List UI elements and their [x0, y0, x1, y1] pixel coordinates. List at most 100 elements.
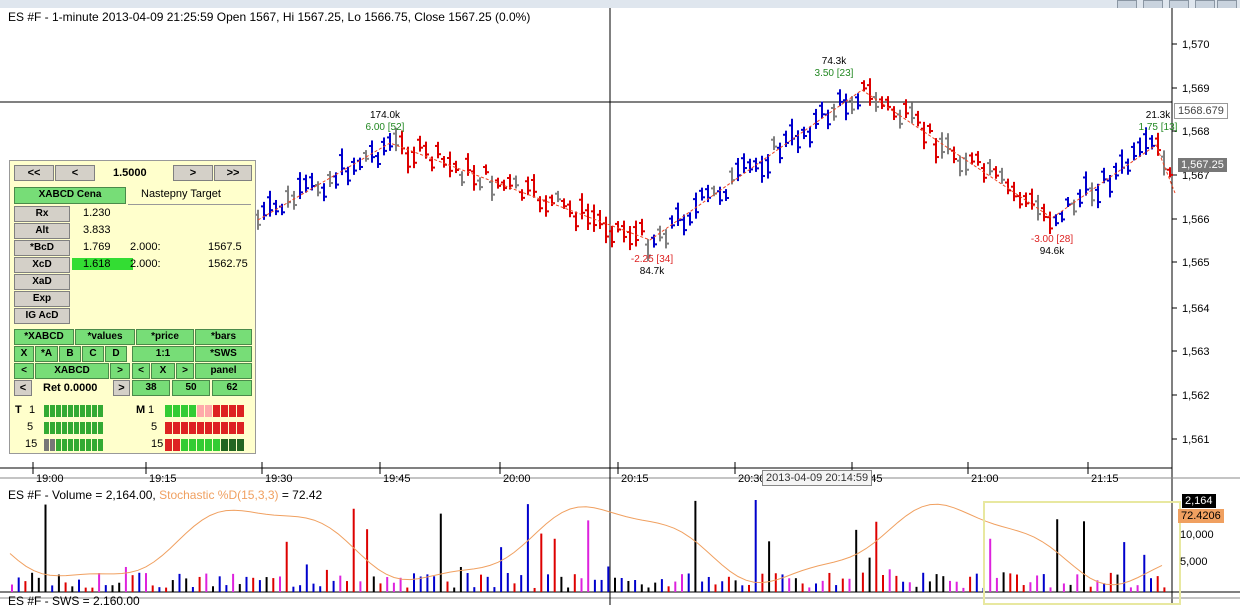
trend-meter [44, 422, 103, 434]
row-target: 1567.5 [208, 241, 242, 253]
meter-cell [86, 439, 91, 451]
ret-value: Ret 0.0000 [43, 382, 98, 394]
trend-meter [44, 405, 103, 417]
meter-cell [62, 439, 67, 451]
price-toggle-button[interactable]: *price [136, 329, 194, 345]
c-point-button[interactable]: C [82, 346, 104, 362]
meter-cell [44, 422, 49, 434]
price-ytick-label: 1,562 [1182, 390, 1210, 402]
d-point-button[interactable]: D [105, 346, 127, 362]
meter-cell [86, 405, 91, 417]
meter-cell [229, 422, 236, 434]
swing-volume-label: 174.0k [370, 110, 401, 121]
price-chart-title: ES #F - 1-minute 2013-04-09 21:25:59 Ope… [8, 10, 530, 24]
meter-cell [92, 422, 97, 434]
time-tick-label: 21:15 [1091, 473, 1119, 485]
meter-cell [165, 422, 172, 434]
xabcd-toggle-button[interactable]: *XABCD [14, 329, 74, 345]
meter-cell [80, 439, 85, 451]
stochastic-line [9, 503, 1163, 586]
row-target: 1562.75 [208, 258, 248, 270]
tab-underline [128, 204, 251, 205]
meter-cell [50, 405, 55, 417]
price-y-ticks: 1,570 1,569 1,568 1,567 1,566 1,565 1,564 1,563… [1172, 39, 1210, 446]
meter-cell [98, 439, 103, 451]
meter-cell [213, 422, 220, 434]
sws-title: ES #F - SWS = 2,160.00 [8, 594, 140, 605]
row-label-igacd[interactable]: IG AcD [14, 308, 70, 324]
price-ytick-label: 1,567 [1182, 170, 1210, 182]
meter-cell [62, 422, 67, 434]
meter-cell [68, 405, 73, 417]
ret-prev-button[interactable]: < [14, 380, 32, 396]
first-button[interactable]: << [14, 165, 54, 181]
volume-chart[interactable]: 10,000 5,000 ES #F - Volume = 2,164.00, … [0, 486, 1240, 605]
row-label-exp[interactable]: Exp [14, 291, 70, 307]
sws-toggle-button[interactable]: *SWS [195, 346, 252, 362]
time-tick-label: 21:00 [971, 473, 999, 485]
row-label-rx[interactable]: Rx [14, 206, 70, 222]
meter-cell [197, 422, 204, 434]
trend-level-label: 5 [27, 421, 34, 433]
time-tick-label: 20:15 [621, 473, 649, 485]
volume-title-prefix: ES #F - Volume = 2,164.00, [8, 488, 156, 502]
b-point-button[interactable]: B [59, 346, 81, 362]
last-stoch-tag: 72.4206 [1178, 509, 1224, 523]
momentum-level-label: 5 [151, 421, 158, 433]
meter-cell [56, 439, 61, 451]
ret-50-button[interactable]: 50 [172, 380, 210, 396]
prev-button[interactable]: < [55, 165, 95, 181]
meter-cell [197, 439, 204, 451]
x-point-button[interactable]: X [14, 346, 34, 362]
meter-cell [189, 422, 196, 434]
crosshair-time-tooltip: 2013-04-09 20:14:59 [762, 470, 873, 486]
ret-next-button[interactable]: > [113, 380, 130, 396]
meter-cell [181, 405, 188, 417]
meter-cell [237, 439, 244, 451]
meter-cell [56, 422, 61, 434]
meter-cell [44, 439, 49, 451]
meter-cell [205, 439, 212, 451]
swing-volume-label: 74.3k [822, 56, 847, 67]
bars-toggle-button[interactable]: *bars [195, 329, 252, 345]
last-price-tag: 1,567.25 [1178, 158, 1227, 172]
panel-button[interactable]: panel [195, 363, 252, 379]
meter-cell [173, 422, 180, 434]
momentum-meter [165, 439, 244, 451]
row-label-xcd[interactable]: XcD [14, 257, 70, 273]
x-next-button[interactable]: > [176, 363, 194, 379]
xabcd-prev-button[interactable]: < [14, 363, 34, 379]
x-select-button[interactable]: X [151, 363, 175, 379]
meter-cell [213, 439, 220, 451]
row-label-xad[interactable]: XaD [14, 274, 70, 290]
tab-nastepny-target[interactable]: Nastepny Target [141, 188, 221, 200]
meter-cell [173, 405, 180, 417]
next-button[interactable]: > [173, 165, 213, 181]
ret-62-button[interactable]: 62 [212, 380, 252, 396]
meter-cell [221, 439, 228, 451]
last-button[interactable]: >> [214, 165, 252, 181]
crosshair-price-tag: 1568.679 [1174, 103, 1228, 119]
meter-cell [98, 405, 103, 417]
swing-volume-label: 21.3k [1146, 110, 1171, 121]
row-label-bcd[interactable]: *BcD [14, 240, 70, 256]
meter-cell [74, 405, 79, 417]
xabcd-next-button[interactable]: > [110, 363, 130, 379]
volume-chart-title: ES #F - Volume = 2,164.00, Stochastic %D… [8, 488, 323, 502]
row-ratio: 2.000: [130, 241, 161, 253]
meter-cell [221, 422, 228, 434]
values-toggle-button[interactable]: *values [75, 329, 135, 345]
price-ytick-label: 1,564 [1182, 303, 1210, 315]
swing-volume-label: 94.6k [1040, 246, 1065, 257]
row-value: 1.230 [83, 207, 111, 219]
xabcd-select-button[interactable]: XABCD [35, 363, 109, 379]
x-prev-button[interactable]: < [132, 363, 150, 379]
tab-xabcd-cena[interactable]: XABCD Cena [14, 187, 126, 204]
ret-38-button[interactable]: 38 [132, 380, 170, 396]
ratio-button[interactable]: 1:1 [132, 346, 194, 362]
a-point-button[interactable]: *A [35, 346, 58, 362]
row-label-alt[interactable]: Alt [14, 223, 70, 239]
momentum-meter [165, 405, 244, 417]
meter-cell [92, 439, 97, 451]
meter-cell [68, 439, 73, 451]
